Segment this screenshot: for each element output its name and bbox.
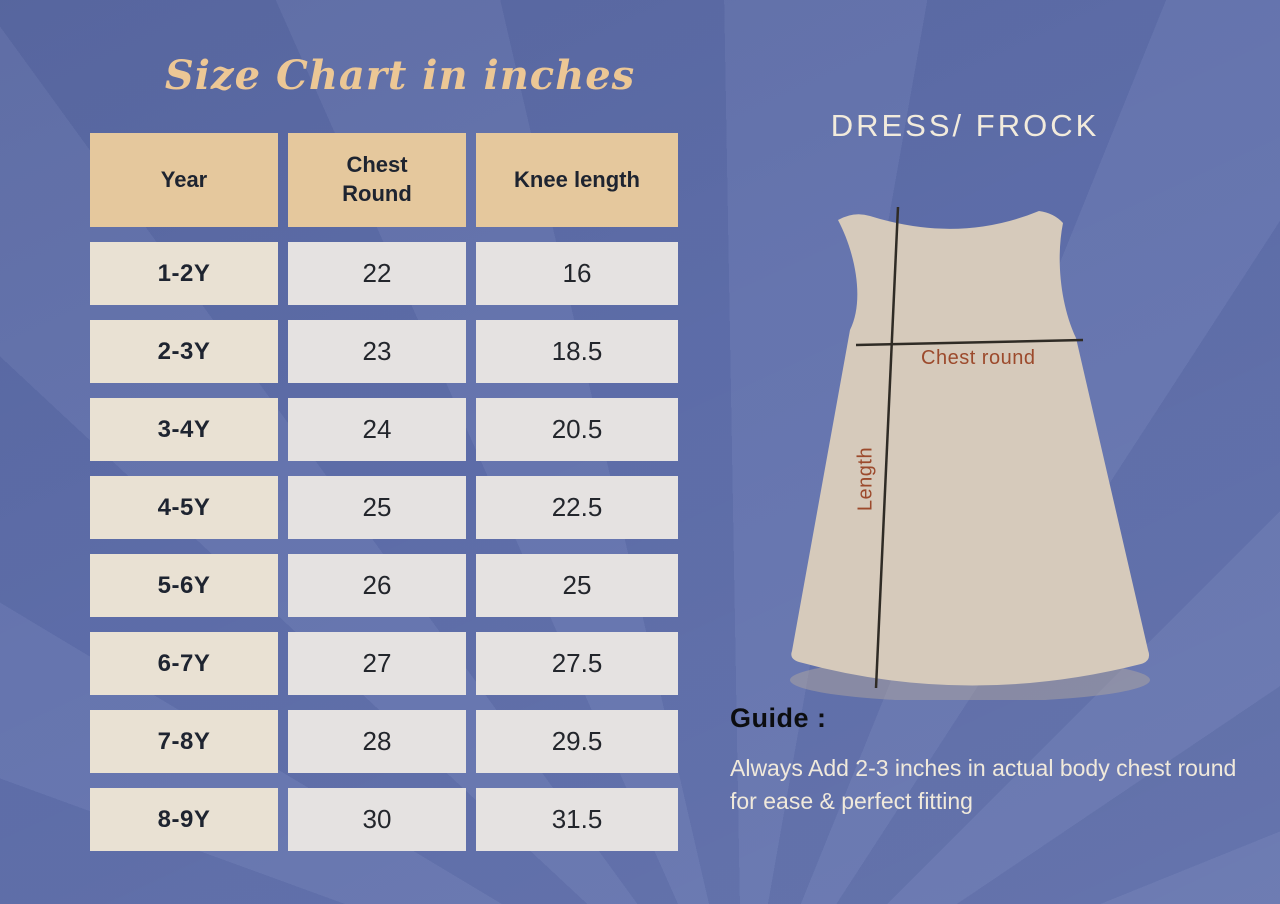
column-header-chest-round: Chest Round <box>288 133 466 227</box>
product-title: DRESS/ FROCK <box>830 108 1100 143</box>
year-cell: 3-4Y <box>90 398 278 461</box>
guide-heading: Guide : <box>730 703 827 733</box>
chart-title: Size Chart in inches <box>164 52 636 99</box>
chest-round-cell: 30 <box>288 788 466 851</box>
chest-round-cell: 27 <box>288 632 466 695</box>
chest-round-cell: 22 <box>288 242 466 305</box>
dress-shape <box>791 211 1150 686</box>
year-cell: 8-9Y <box>90 788 278 851</box>
year-cell: 4-5Y <box>90 476 278 539</box>
chest-round-cell: 24 <box>288 398 466 461</box>
knee-length-cell: 16 <box>476 242 678 305</box>
guide-text: Always Add 2-3 inches in actual body che… <box>730 755 1237 814</box>
chest-round-cell: 25 <box>288 476 466 539</box>
year-cell: 5-6Y <box>90 554 278 617</box>
column-header-knee-length: Knee length <box>476 133 678 227</box>
year-cell: 2-3Y <box>90 320 278 383</box>
knee-length-cell: 22.5 <box>476 476 678 539</box>
chest-round-cell: 28 <box>288 710 466 773</box>
year-cell: 7-8Y <box>90 710 278 773</box>
knee-length-cell: 18.5 <box>476 320 678 383</box>
knee-length-cell: 27.5 <box>476 632 678 695</box>
knee-length-cell: 29.5 <box>476 710 678 773</box>
length-label: Length <box>854 446 877 512</box>
knee-length-cell: 25 <box>476 554 678 617</box>
size-table: Year Chest Round Knee length 1-2Y 22 16 … <box>90 133 678 851</box>
year-cell: 1-2Y <box>90 242 278 305</box>
chest-round-label: Chest round <box>921 347 1036 369</box>
year-cell: 6-7Y <box>90 632 278 695</box>
chest-round-cell: 26 <box>288 554 466 617</box>
dress-diagram <box>790 206 1150 700</box>
knee-length-cell: 20.5 <box>476 398 678 461</box>
column-header-year: Year <box>90 133 278 227</box>
chest-round-cell: 23 <box>288 320 466 383</box>
column-header-chest-round-label: Chest Round <box>342 152 412 206</box>
knee-length-cell: 31.5 <box>476 788 678 851</box>
chest-measure-line <box>855 338 1084 347</box>
length-measure-line <box>874 206 900 689</box>
